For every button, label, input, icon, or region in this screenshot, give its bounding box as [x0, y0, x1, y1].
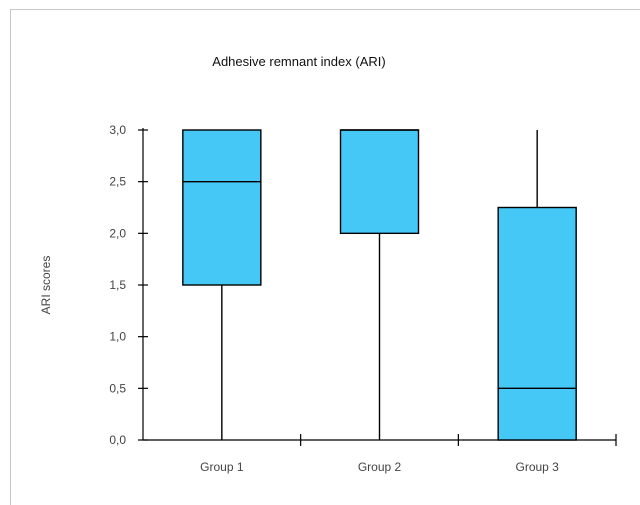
chart-title: Adhesive remnant index (ARI): [212, 54, 385, 69]
y-tick-label: 0,5: [109, 381, 126, 395]
chart-frame: [10, 9, 640, 505]
y-tick-label: 2,0: [109, 226, 126, 240]
iqr-box: [339, 129, 420, 235]
y-tick-label: 2,5: [109, 175, 126, 189]
x-tick-label: Group 1: [200, 460, 244, 474]
box-2: [339, 129, 420, 440]
x-tick-label: Group 2: [358, 460, 402, 474]
x-tick-label: Group 3: [515, 460, 559, 474]
iqr-box: [497, 206, 577, 441]
box-marks: [182, 129, 577, 441]
y-tick-label: 1,0: [109, 330, 126, 344]
box-1: [182, 129, 262, 440]
y-axis-label: ARI scores: [39, 256, 53, 315]
iqr-box: [182, 129, 262, 286]
y-tick-label: 3,0: [109, 123, 126, 137]
box-3: [497, 130, 577, 441]
y-tick-label: 0,0: [109, 433, 126, 447]
y-tick-label: 1,5: [109, 278, 126, 292]
